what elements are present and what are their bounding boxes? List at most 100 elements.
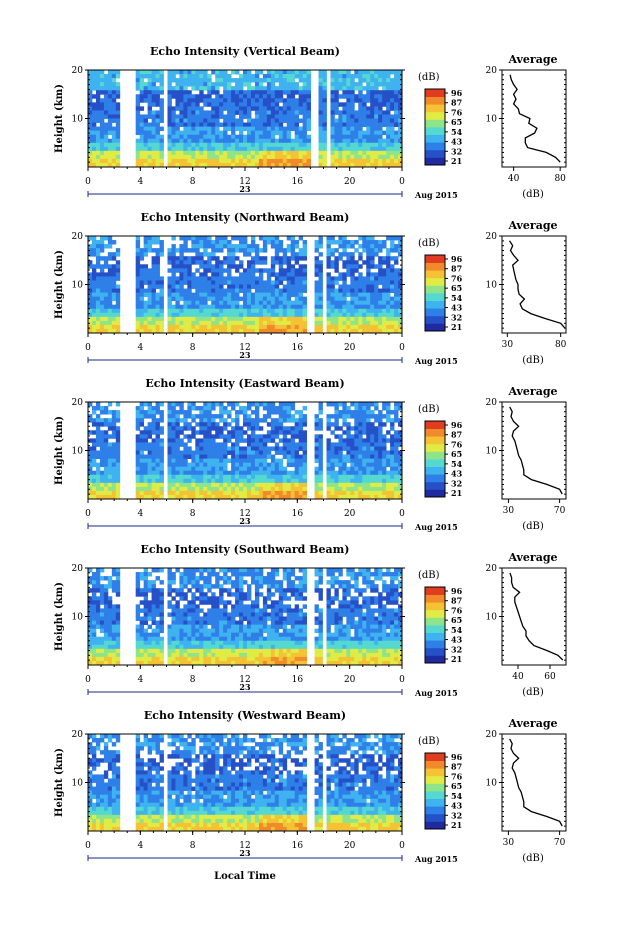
- heatmap-cell: [394, 134, 399, 140]
- heatmap-cell: [243, 158, 248, 164]
- heatmap-cell: [338, 146, 343, 152]
- heatmap-cell: [135, 446, 141, 451]
- heatmap-cell: [338, 304, 343, 310]
- heatmap-cell: [155, 454, 160, 459]
- heatmap-cell: [115, 126, 121, 132]
- heatmap-cell: [95, 244, 101, 249]
- heatmap-cell: [378, 106, 383, 111]
- heatmap-cell: [366, 106, 371, 111]
- heatmap-cell: [167, 446, 172, 451]
- heatmap-cell: [95, 98, 101, 103]
- heatmap-cell: [91, 410, 97, 415]
- heatmap-cell: [370, 486, 375, 492]
- heatmap-cell: [274, 450, 280, 455]
- heatmap-cell: [115, 272, 121, 277]
- heatmap-cell: [350, 98, 355, 103]
- x-tick-label: 16: [292, 509, 304, 519]
- heatmap-cell: [290, 126, 296, 132]
- heatmap-cell: [155, 248, 160, 253]
- heatmap-cell: [278, 406, 284, 411]
- heatmap-cell: [155, 458, 160, 464]
- heatmap-cell: [227, 288, 232, 293]
- heatmap-cell: [286, 146, 292, 152]
- heatmap-cell: [231, 134, 236, 140]
- x-tick-label: 4: [137, 509, 143, 519]
- heatmap-cell: [286, 106, 292, 111]
- heatmap-cell: [139, 462, 145, 468]
- heatmap-cell: [390, 422, 395, 427]
- heatmap-cell: [191, 494, 196, 500]
- heatmap-cell: [362, 142, 367, 148]
- heatmap-cell: [107, 284, 113, 289]
- heatmap-cell: [354, 414, 359, 419]
- heatmap-cell: [398, 292, 403, 298]
- heatmap-cell: [298, 434, 304, 439]
- heatmap-cell: [278, 158, 284, 164]
- heatmap-cell: [183, 410, 188, 415]
- heatmap-cell: [362, 450, 367, 455]
- heatmap-cell: [318, 268, 323, 273]
- heatmap-cell: [135, 470, 141, 476]
- heatmap-cell: [107, 288, 113, 293]
- heatmap-cell: [227, 402, 232, 407]
- heatmap-cell: [394, 162, 399, 168]
- heatmap-cell: [306, 154, 311, 160]
- heatmap-cell: [155, 138, 160, 144]
- heatmap-cell: [103, 142, 109, 148]
- heatmap-cell: [298, 268, 304, 273]
- heatmap-cell: [239, 134, 244, 140]
- heatmap-cell: [386, 276, 391, 281]
- heatmap-cell: [231, 138, 236, 144]
- heatmap-cell: [366, 312, 371, 318]
- heatmap-cell: [223, 130, 228, 136]
- heatmap-cell: [378, 78, 383, 83]
- heatmap-cell: [290, 106, 296, 111]
- heatmap-cell: [239, 434, 244, 439]
- heatmap-cell: [290, 482, 296, 488]
- heatmap-cell: [270, 122, 276, 127]
- heatmap-cell: [318, 328, 323, 334]
- heatmap-cell: [207, 82, 212, 87]
- heatmap-cell: [195, 118, 200, 123]
- heatmap-cell: [107, 252, 113, 257]
- heatmap-cell: [330, 276, 335, 281]
- heatmap-cell: [183, 154, 188, 160]
- heatmap-cell: [107, 304, 113, 310]
- heatmap-cell: [294, 260, 300, 265]
- heatmap-cell: [191, 402, 196, 407]
- heatmap-cell: [115, 118, 121, 123]
- heatmap-cell: [362, 324, 367, 330]
- y-tick-label: 20: [72, 232, 84, 242]
- heatmap-cell: [386, 328, 391, 334]
- heatmap-cell: [155, 78, 160, 83]
- heatmap-cell: [147, 130, 152, 136]
- heatmap-cell: [159, 114, 164, 119]
- heatmap-cell: [250, 90, 256, 95]
- heatmap-cell: [342, 90, 347, 95]
- heatmap-cell: [223, 434, 228, 439]
- heatmap-cell: [294, 442, 300, 447]
- heatmap-cell: [370, 86, 375, 91]
- heatmap-cell: [183, 264, 188, 269]
- heatmap-cell: [254, 130, 260, 136]
- heatmap-cell: [386, 74, 391, 79]
- heatmap-cell: [254, 312, 260, 318]
- heatmap-cell: [147, 74, 152, 79]
- heatmap-cell: [107, 328, 113, 334]
- heatmap-cell: [254, 106, 260, 111]
- heatmap-cell: [167, 284, 172, 289]
- heatmap-cell: [302, 82, 307, 87]
- heatmap-cell: [175, 138, 180, 144]
- heatmap-cell: [254, 438, 260, 443]
- heatmap-cell: [219, 410, 224, 415]
- heatmap-cell: [115, 458, 121, 464]
- heatmap-cell: [382, 414, 387, 419]
- heatmap-cell: [175, 320, 180, 326]
- heatmap-cell: [175, 312, 180, 318]
- heatmap-cell: [155, 450, 160, 455]
- heatmap-cell: [250, 102, 256, 107]
- heatmap-cell: [179, 430, 184, 435]
- heatmap-cell: [378, 150, 383, 156]
- heatmap-cell: [262, 162, 268, 168]
- heatmap-cell: [394, 414, 399, 419]
